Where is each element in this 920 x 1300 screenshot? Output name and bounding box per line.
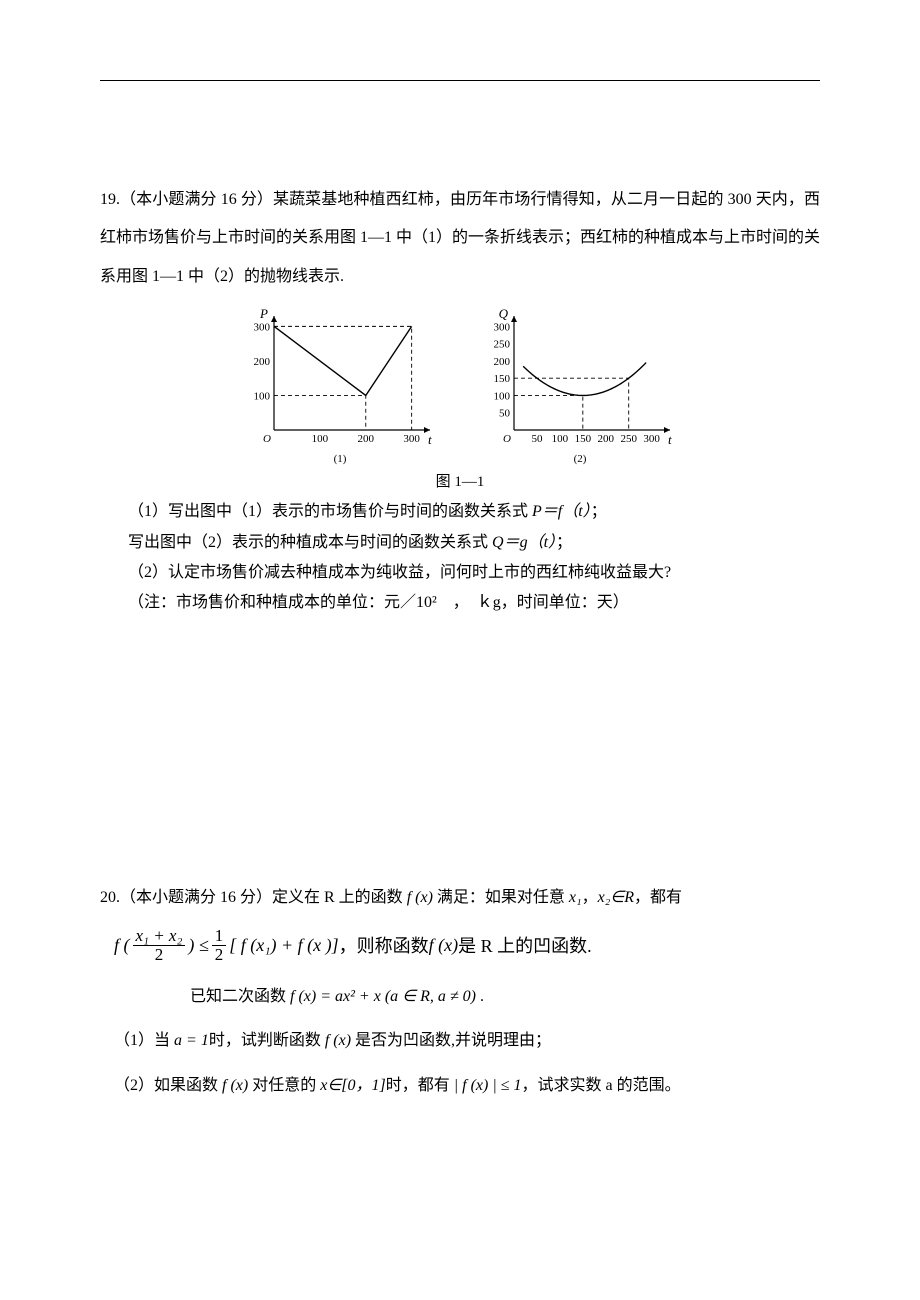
svg-text:250: 250 — [494, 339, 511, 351]
blank-space — [100, 619, 820, 879]
svg-text:200: 200 — [254, 356, 271, 368]
q20-formula: f ( x₁ + x₂ 2 ) ≤ 1 2 [ f (x₁) + f (x )]… — [114, 927, 820, 964]
q20-fx-3: f (x) — [325, 1032, 351, 1049]
q20-s2-abs: | f (x) | ≤ 1 — [454, 1077, 522, 1094]
q20-s1-a: （1）当 — [114, 1032, 174, 1049]
q19-sub-1b-tail: ； — [556, 534, 572, 551]
q20-in-r: ∈R — [610, 889, 634, 906]
q20-s2-c: 时，都有 — [386, 1077, 454, 1094]
svg-text:100: 100 — [552, 433, 569, 445]
q20-s2-d: ，试求实数 a 的范围。 — [522, 1077, 681, 1094]
top-rule — [100, 80, 820, 81]
svg-text:200: 200 — [494, 356, 511, 368]
formula-tail-a: ，则称函数 — [339, 932, 429, 958]
svg-text:300: 300 — [403, 433, 420, 445]
svg-text:(2): (2) — [574, 453, 587, 465]
svg-text:300: 300 — [643, 433, 660, 445]
sum-part: [ f (x₁) + f (x )] — [229, 935, 338, 956]
half-den: 2 — [212, 946, 227, 964]
f-open: f ( — [114, 935, 130, 956]
q19-sub-1a: （1）写出图中（1）表示的市场售价与时间的函数关系式 P＝f（t）； — [128, 497, 820, 527]
svg-text:250: 250 — [620, 433, 637, 445]
svg-text:200: 200 — [598, 433, 615, 445]
frac-arg: x₁ + x₂ 2 — [133, 927, 186, 964]
q20-x2: x₂ — [598, 889, 611, 906]
frac-half: 1 2 — [212, 927, 227, 964]
svg-text:Q: Q — [499, 306, 509, 321]
svg-text:t: t — [668, 432, 672, 447]
q20-heading: 20.（本小题满分 16 分）定义在 R 上的函数 f (x) 满足：如果对任意… — [100, 879, 820, 917]
frac-arg-num: x₁ + x₂ — [133, 927, 186, 946]
svg-text:O: O — [263, 433, 271, 445]
q19-sub-1a-tail: ； — [591, 503, 607, 520]
q20-fx-4: f (x) — [222, 1077, 248, 1094]
q20-s2-a: （2）如果函数 — [114, 1077, 222, 1094]
q20-fx-1: f (x) — [407, 889, 433, 906]
q20-given: 已知二次函数 f (x) = ax² + x (a ∈ R, a ≠ 0) . — [190, 978, 820, 1016]
figure-caption: 图 1—1 — [100, 470, 820, 491]
q19-sub-1b: 写出图中（2）表示的种植成本与时间的函数关系式 Q＝g（t）； — [128, 528, 820, 558]
q20-heading-a: 20.（本小题满分 16 分）定义在 R 上的函数 — [100, 889, 407, 906]
q20-s2-dom: x∈[0，1] — [320, 1077, 386, 1094]
svg-text:100: 100 — [494, 391, 511, 403]
svg-text:150: 150 — [575, 433, 592, 445]
page: 19.（本小题满分 16 分）某蔬菜基地种植西红柿，由历年市场行情得知，从二月一… — [0, 0, 920, 1300]
svg-text:50: 50 — [499, 408, 511, 420]
svg-text:t: t — [428, 432, 432, 447]
q20-s1-eq: a = 1 — [174, 1032, 209, 1049]
q19-eq-pf: P＝f（t） — [532, 503, 591, 520]
q19-heading: 19.（本小题满分 16 分）某蔬菜基地种植西红柿，由历年市场行情得知，从二月一… — [100, 181, 820, 296]
chart-1: 100 200 300 100 200 300 O Pt (1) — [240, 306, 440, 466]
q20-sub1: （1）当 a = 1时，试判断函数 f (x) 是否为凹函数,并说明理由； — [114, 1022, 820, 1060]
svg-text:150: 150 — [494, 373, 511, 385]
q20-sub2: （2）如果函数 f (x) 对任意的 x∈[0，1]时，都有 | f (x) |… — [114, 1067, 820, 1105]
svg-text:(1): (1) — [334, 453, 347, 465]
figure-row: 100 200 300 100 200 300 O Pt (1) 50 100 150 200 250 3… — [100, 306, 820, 466]
svg-text:50: 50 — [531, 433, 543, 445]
svg-text:100: 100 — [254, 391, 271, 403]
svg-text:300: 300 — [254, 322, 271, 334]
q20-x1: x₁ — [569, 889, 582, 906]
q20-s1-c: 是否为凹函数,并说明理由； — [351, 1032, 551, 1049]
svg-text:100: 100 — [312, 433, 329, 445]
q19-eq-qg: Q＝g（t） — [492, 534, 556, 551]
formula-tail-b: 是 R 上的凹函数. — [458, 932, 592, 958]
q19-sub-2: （2）认定市场售价减去种植成本为纯收益，问何时上市的西红柿纯收益最大? — [128, 558, 820, 588]
q20-s1-b: 时，试判断函数 — [209, 1032, 325, 1049]
svg-text:O: O — [503, 433, 511, 445]
svg-text:300: 300 — [494, 322, 511, 334]
q20-heading-b: 满足：如果对任意 — [433, 889, 569, 906]
q20-fx-2: f (x) — [429, 935, 458, 956]
svg-text:P: P — [259, 306, 268, 321]
q19-note: （注：市场售价和种植成本的单位：元／10² ， ｋg，时间单位：天） — [128, 588, 820, 618]
chart-2: 50 100 150 200 250 300 50 100 150 200 250 300 O Qt (2) — [480, 306, 680, 466]
frac-arg-den: 2 — [152, 946, 167, 964]
q20-heading-c: ，都有 — [634, 889, 682, 906]
q19-sub-1b-text: 写出图中（2）表示的种植成本与时间的函数关系式 — [128, 534, 492, 551]
q20-s2-b: 对任意的 — [248, 1077, 320, 1094]
bracket-close: ) ≤ — [188, 935, 208, 956]
svg-text:200: 200 — [358, 433, 375, 445]
half-num: 1 — [212, 927, 227, 946]
q20-given-tail: . — [476, 988, 484, 1005]
q20-given-eq: f (x) = ax² + x (a ∈ R, a ≠ 0) — [290, 988, 476, 1005]
q20-given-a: 已知二次函数 — [190, 988, 290, 1005]
q19-sub-1a-text: （1）写出图中（1）表示的市场售价与时间的函数关系式 — [128, 503, 532, 520]
